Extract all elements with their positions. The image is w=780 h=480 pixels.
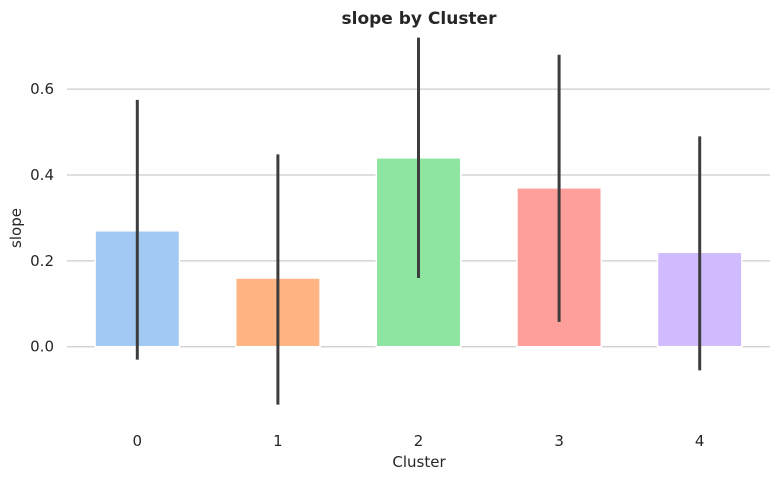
x-tick-label: 4 — [695, 432, 705, 450]
y-axis-label: slope — [7, 208, 25, 248]
y-tick-label: 0.6 — [30, 80, 54, 98]
x-tick-label: 2 — [414, 432, 424, 450]
x-tick-label: 3 — [554, 432, 564, 450]
y-tick-labels: 0.0 0.2 0.4 0.6 — [30, 80, 54, 356]
y-tick-label: 0.2 — [30, 252, 54, 270]
x-tick-label: 1 — [273, 432, 283, 450]
x-axis-label: Cluster — [392, 453, 446, 471]
chart-title: slope by Cluster — [342, 9, 498, 29]
error-bars — [135, 37, 702, 405]
y-tick-label: 0.4 — [30, 166, 54, 184]
y-tick-label: 0.0 — [30, 338, 54, 356]
x-tick-label: 0 — [133, 432, 143, 450]
x-tick-labels: 0 1 2 3 4 — [133, 432, 705, 450]
